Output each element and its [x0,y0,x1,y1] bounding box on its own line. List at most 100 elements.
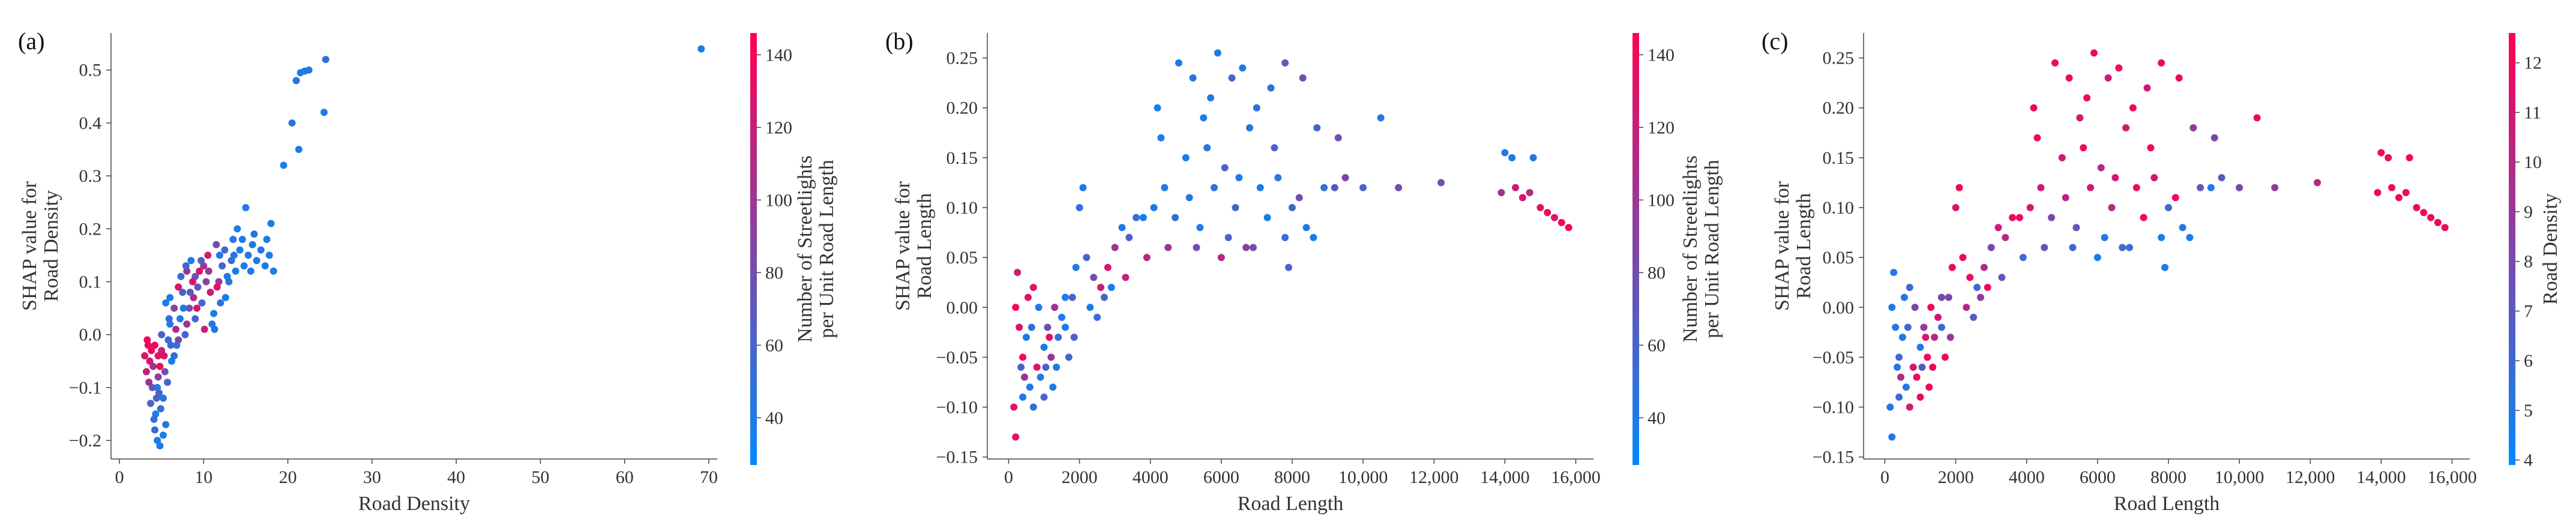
scatter-points [1010,49,1572,441]
scatter-point [1913,373,1921,381]
scatter-point [296,69,304,77]
colorbar-tick-label: 5 [2524,401,2533,421]
scatter-point [1019,353,1027,361]
scatter-point [2395,194,2403,202]
scatter-point [145,379,153,386]
x-tick-label: 4000 [2009,467,2045,487]
scatter-point [247,267,254,275]
y-tick-label: −0.10 [1813,398,1854,418]
colorbar-tick-label: 100 [765,190,792,210]
scatter-point [1164,244,1172,251]
scatter-point [1331,184,1338,191]
colorbar-tick-label: 80 [765,263,783,283]
x-tick-label: 2000 [1938,467,1974,487]
scatter-point [1959,254,1967,262]
y-tick-label: 0.5 [79,61,102,80]
scatter-point [257,246,265,254]
scatter-point [1094,313,1101,321]
scatter-point [1125,233,1133,241]
scatter-point [148,347,155,355]
colorbar-tick-label: 80 [1648,263,1666,283]
scatter-point [2434,218,2442,226]
panel-label: (c) [1762,28,1788,55]
scatter-point [1111,244,1119,251]
scatter-point [1916,393,1924,401]
scatter-point [2065,74,2073,82]
x-axis-label: Road Density [358,493,470,515]
scatter-point [1012,433,1020,441]
scatter-point [2161,263,2169,271]
scatter-point [1536,203,1544,211]
scatter-point [1175,59,1182,67]
scatter-point [240,262,248,270]
y-tick-label: −0.15 [936,448,978,467]
scatter-point [1888,304,1896,311]
scatter-point [2218,174,2225,182]
scatter-point [1029,403,1037,411]
scatter-point [2101,233,2108,241]
colorbar-tick-label: 60 [1648,335,1666,355]
scatter-point [2090,49,2098,57]
scatter-point [1232,203,1239,211]
colorbar-tick-label: 140 [1648,45,1675,65]
scatter-point [288,119,296,127]
scatter-point [144,341,152,349]
scatter-point [1341,174,1349,182]
scatter-point [1055,334,1062,341]
scatter-point [225,278,233,286]
scatter-point [1022,334,1030,341]
y-axis-label: SHAP value forRoad Length [1771,181,1815,311]
scatter-point [197,257,205,265]
scatter-point [1021,373,1029,381]
y-tick-label: 0.05 [1823,248,1855,268]
scatter-point [292,77,300,85]
x-tick-label: 30 [363,467,381,487]
scatter-point [1281,233,1289,241]
scatter-point [165,315,173,323]
scatter-point [1035,304,1043,311]
scatter-point [1065,353,1073,361]
scatter-point [244,251,252,259]
y-tick-label: 0.3 [79,166,102,186]
panel-a: (a) 0 10 20 30 40 50 60 70 −0.2 −0.1 0.0 0.1 0.2 0.3 0.… [18,28,838,515]
scatter-point [1242,244,1250,251]
y-tick-label: −0.05 [936,347,978,367]
scatter-point [1014,269,1022,277]
scatter-point [232,267,239,275]
scatter-point [142,368,150,376]
scatter-point [280,161,287,169]
scatter-point [211,325,218,333]
colorbar-label: Number of Streetlightsper Unit Road Leng… [794,155,838,343]
x-tick-label: 0 [1880,467,1889,487]
scatter-point [1104,263,1112,271]
colorbar-tick-label: 9 [2524,202,2533,222]
y-tick-label: 0.15 [946,148,978,168]
scatter-point [2019,254,2027,262]
y-tick-label: 0.15 [1823,148,1855,168]
colorbar-tick-label: 40 [1648,408,1666,428]
scatter-point [162,421,170,428]
scatter-point [1079,184,1087,191]
scatter-point [1274,174,1282,182]
colorbar-tick-label: 6 [2524,351,2533,371]
scatter-point [196,267,203,275]
scatter-point [1929,364,1937,371]
scatter-point [1281,59,1289,67]
scatter-point [1016,323,1023,331]
scatter-point [2069,244,2077,251]
scatter-point [1501,149,1509,157]
y-tick-label: 0.0 [79,325,102,345]
scatter-point [1051,304,1059,311]
scatter-point [236,246,244,254]
scatter-point [242,204,250,212]
scatter-point [1886,403,1894,411]
scatter-point [151,426,158,434]
scatter-point [1952,203,1960,211]
x-tick-label: 8000 [1274,467,1310,487]
scatter-point [2097,164,2105,172]
scatter-point [154,373,162,381]
scatter-point [218,262,226,270]
scatter-point [1900,293,1908,301]
scatter-point [200,325,208,333]
scatter-point [1320,184,1328,191]
